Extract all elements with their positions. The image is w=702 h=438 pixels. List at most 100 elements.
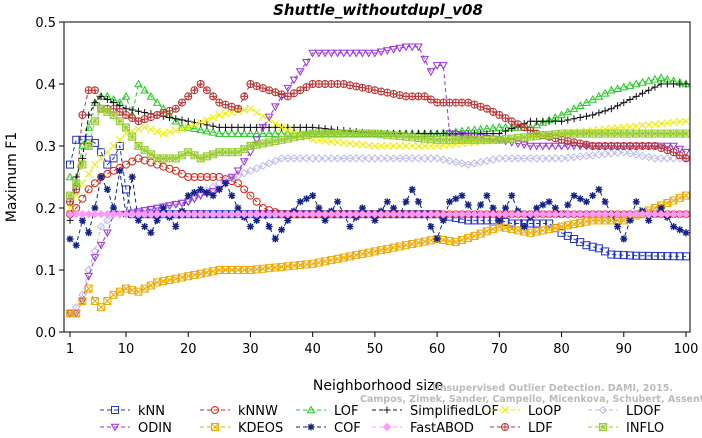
y-tick-label: 0.2	[35, 202, 56, 217]
data-point	[656, 142, 666, 151]
legend-label: FastABOD	[410, 421, 474, 434]
data-point	[134, 142, 143, 150]
data-point	[296, 86, 305, 95]
data-point	[171, 166, 180, 175]
data-point	[675, 117, 684, 126]
data-point	[650, 251, 659, 260]
data-point	[97, 173, 105, 181]
data-point	[111, 406, 119, 414]
data-point	[644, 152, 653, 162]
data-point	[606, 85, 616, 94]
data-point	[519, 141, 529, 150]
data-point	[638, 121, 647, 130]
data-point	[551, 154, 560, 163]
data-point	[495, 209, 504, 219]
data-point	[271, 235, 279, 243]
data-point	[576, 209, 585, 219]
data-point	[234, 104, 242, 113]
data-point	[333, 209, 342, 219]
data-point	[607, 209, 616, 219]
data-point	[501, 209, 510, 219]
data-point	[358, 209, 367, 219]
x-tick-label: 70	[491, 342, 508, 357]
data-point	[345, 209, 355, 219]
data-point	[253, 216, 261, 224]
data-point	[153, 127, 161, 136]
data-point	[134, 216, 142, 224]
data-point	[644, 251, 653, 260]
data-point	[190, 86, 199, 95]
data-point	[72, 135, 81, 144]
data-point	[197, 185, 205, 193]
data-point	[302, 209, 311, 219]
data-point	[495, 216, 503, 224]
data-point	[146, 91, 156, 100]
legend-item-ldof: LDOF	[588, 404, 661, 419]
data-point	[147, 229, 155, 237]
data-point	[370, 209, 380, 219]
data-point	[115, 142, 124, 150]
data-point	[607, 105, 615, 113]
data-point	[65, 172, 75, 181]
data-point	[476, 209, 485, 219]
data-point	[166, 113, 174, 121]
data-point	[346, 81, 354, 90]
data-point	[115, 135, 124, 144]
data-point	[333, 49, 342, 58]
data-point	[501, 406, 509, 414]
data-point	[377, 142, 385, 150]
data-point	[277, 123, 286, 132]
data-point	[538, 154, 548, 163]
data-point	[594, 150, 604, 159]
data-point	[289, 76, 299, 85]
data-point	[134, 125, 143, 134]
data-point	[414, 209, 423, 219]
data-point	[632, 92, 640, 100]
data-point	[551, 209, 560, 219]
data-point	[177, 199, 187, 208]
data-point	[620, 99, 628, 107]
data-point	[91, 160, 99, 169]
data-point	[371, 216, 379, 224]
data-point	[576, 195, 584, 203]
data-point	[570, 115, 578, 123]
data-point	[152, 98, 162, 106]
data-point	[252, 197, 261, 206]
data-point	[178, 125, 186, 133]
data-point	[221, 109, 230, 118]
data-point	[246, 209, 255, 219]
data-point	[78, 160, 87, 169]
data-point	[407, 43, 417, 52]
data-point	[183, 122, 193, 131]
data-point	[420, 134, 429, 143]
data-point	[240, 209, 249, 219]
data-point	[333, 138, 342, 147]
data-point	[557, 154, 566, 163]
data-point	[650, 154, 660, 163]
series-cof	[66, 167, 690, 249]
data-point	[296, 132, 305, 141]
data-point	[352, 209, 361, 219]
x-tick-label: 60	[429, 342, 446, 357]
data-point	[389, 45, 398, 54]
data-point	[663, 252, 672, 261]
data-point	[190, 121, 199, 129]
data-point	[669, 252, 678, 261]
data-point	[390, 204, 398, 212]
data-point	[445, 209, 454, 219]
data-point	[395, 142, 404, 150]
data-point	[296, 209, 305, 219]
data-point	[569, 152, 579, 162]
data-point	[601, 107, 609, 115]
data-point	[152, 204, 162, 213]
data-point	[246, 104, 255, 113]
data-point	[240, 106, 249, 114]
data-point	[370, 49, 380, 58]
data-point	[321, 216, 329, 224]
data-point	[619, 147, 628, 157]
x-tick-label: 100	[674, 342, 699, 357]
data-point	[569, 209, 579, 219]
data-point	[507, 134, 516, 143]
data-point	[364, 209, 373, 219]
data-point	[470, 209, 479, 219]
